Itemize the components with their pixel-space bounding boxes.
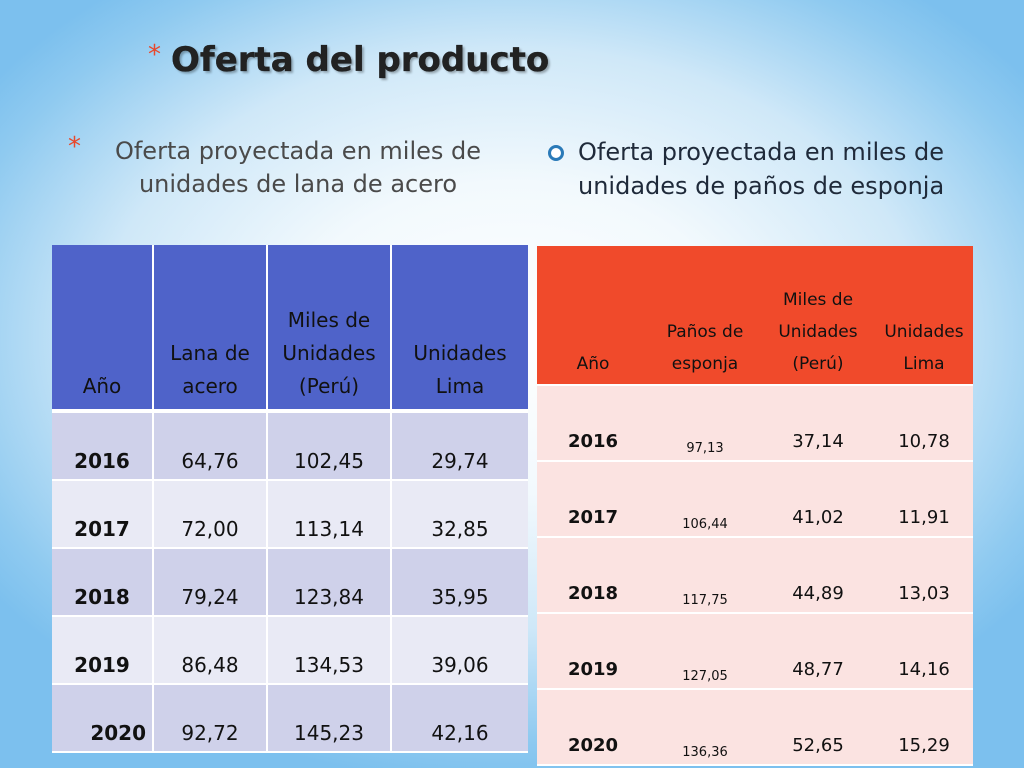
header-cell: Año: [537, 246, 649, 386]
table-cell: 86,48: [153, 616, 268, 685]
lana-de-acero-table: Año Lana de acero Miles de Unidades (Per…: [52, 245, 528, 753]
circle-bullet-icon: [548, 145, 564, 161]
table-cell: 32,85: [391, 480, 528, 549]
table-cell: 106,44: [649, 461, 761, 538]
table-row: 2018 117,75 44,89 13,03: [537, 537, 973, 614]
table-row: 2019 86,48 134,53 39,06: [52, 616, 528, 685]
year-cell: 2016: [52, 411, 154, 481]
table-cell: 13,03: [875, 537, 973, 614]
table-cell: 136,36: [649, 689, 761, 766]
right-bullet: Oferta proyectada en miles de unidades d…: [548, 135, 968, 203]
year-cell: 2019: [52, 616, 154, 685]
table-cell: 11,91: [875, 461, 973, 538]
star-bullet-icon: *: [68, 132, 81, 162]
table-row: 2017 106,44 41,02 11,91: [537, 461, 973, 538]
table-row: 2020 136,36 52,65 15,29: [537, 689, 973, 766]
table-row: 2016 64,76 102,45 29,74: [52, 411, 528, 481]
table-cell: 39,06: [391, 616, 528, 685]
table-cell: 35,95: [391, 548, 528, 617]
header-cell: Lana de acero: [153, 245, 268, 413]
table-row: 2016 97,13 37,14 10,78: [537, 385, 973, 462]
table-cell: 52,65: [761, 689, 875, 766]
table-cell: 37,14: [761, 385, 875, 462]
table-cell: 42,16: [391, 684, 528, 753]
year-cell: 2020: [52, 684, 154, 753]
year-cell: 2016: [537, 385, 649, 462]
table-cell: 41,02: [761, 461, 875, 538]
table-cell: 113,14: [267, 480, 392, 549]
left-bullet: * Oferta proyectada en miles de unidades…: [68, 132, 508, 201]
table-cell: 44,89: [761, 537, 875, 614]
table-cell: 10,78: [875, 385, 973, 462]
table-header-row: Año Lana de acero Miles de Unidades (Per…: [52, 245, 528, 413]
header-cell: Unidades Lima: [875, 246, 973, 386]
year-cell: 2017: [52, 480, 154, 549]
table-row: 2019 127,05 48,77 14,16: [537, 613, 973, 690]
table-cell: 48,77: [761, 613, 875, 690]
header-cell: Paños de esponja: [649, 246, 761, 386]
left-bullet-text: Oferta proyectada en miles de unidades d…: [114, 137, 482, 198]
table-cell: 97,13: [649, 385, 761, 462]
table-cell: 145,23: [267, 684, 392, 753]
header-cell: Miles de Unidades (Perú): [761, 246, 875, 386]
table-cell: 102,45: [267, 411, 392, 481]
table-cell: 29,74: [391, 411, 528, 481]
year-cell: 2018: [537, 537, 649, 614]
header-cell: Año: [52, 245, 154, 413]
header-cell: Unidades Lima: [391, 245, 528, 413]
table-row: 2017 72,00 113,14 32,85: [52, 480, 528, 549]
table-cell: 14,16: [875, 613, 973, 690]
table-row: 2020 92,72 145,23 42,16: [52, 684, 528, 753]
header-cell: Miles de Unidades (Perú): [267, 245, 392, 413]
table-cell: 15,29: [875, 689, 973, 766]
right-bullet-text: Oferta proyectada en miles de unidades d…: [578, 138, 945, 200]
year-cell: 2018: [52, 548, 154, 617]
title-star-icon: *: [148, 40, 161, 70]
table-cell: 123,84: [267, 548, 392, 617]
table-cell: 127,05: [649, 613, 761, 690]
table-cell: 79,24: [153, 548, 268, 617]
table-header-row: Año Paños de esponja Miles de Unidades (…: [537, 246, 973, 386]
slide-title-area: * Oferta del producto: [148, 40, 549, 80]
table-cell: 64,76: [153, 411, 268, 481]
panos-de-esponja-table: Año Paños de esponja Miles de Unidades (…: [537, 246, 973, 766]
year-cell: 2020: [537, 689, 649, 766]
year-cell: 2019: [537, 613, 649, 690]
table-row: 2018 79,24 123,84 35,95: [52, 548, 528, 617]
year-cell: 2017: [537, 461, 649, 538]
table-cell: 134,53: [267, 616, 392, 685]
table-cell: 72,00: [153, 480, 268, 549]
slide-title: Oferta del producto: [171, 40, 550, 80]
table-cell: 92,72: [153, 684, 268, 753]
table-cell: 117,75: [649, 537, 761, 614]
